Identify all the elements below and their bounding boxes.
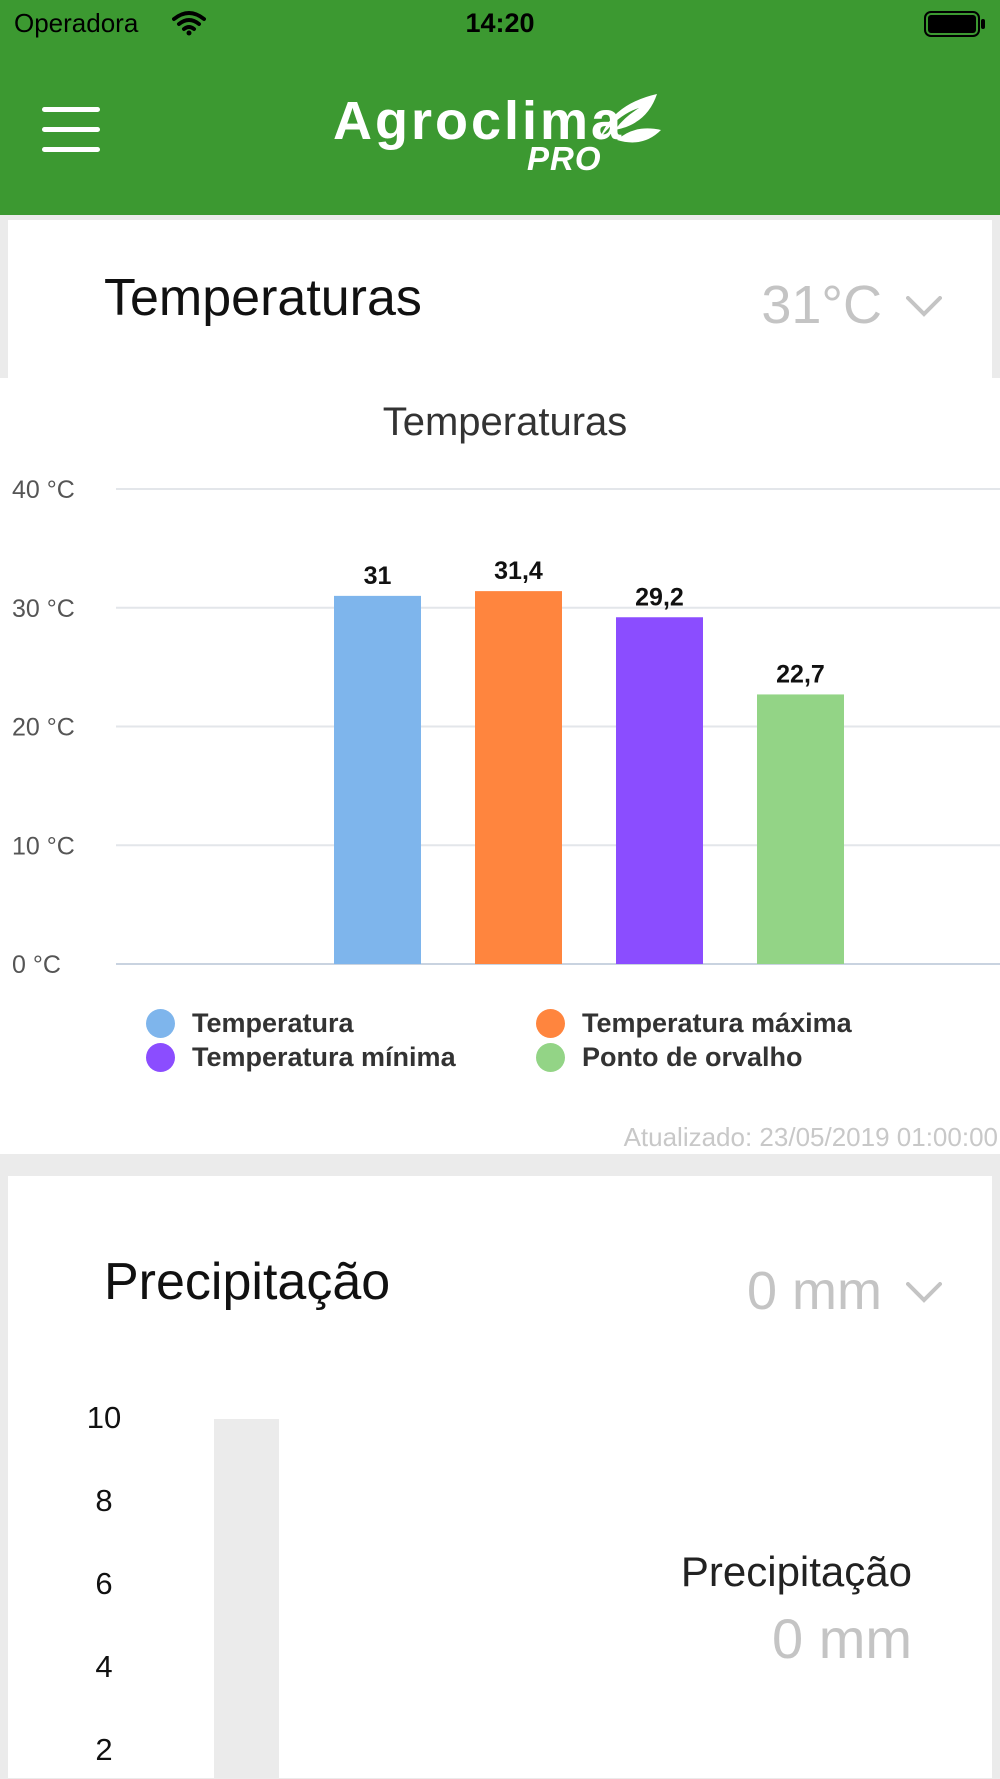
app-logo: Agroclima PRO [333, 90, 673, 200]
precipitation-card: Precipitação 0 mm 10 8 6 4 2 Precipitaçã… [8, 1176, 992, 1779]
chart-title: Temperaturas [382, 400, 628, 444]
legend-marker [536, 1009, 565, 1038]
legend-label: Temperatura máxima [582, 1008, 852, 1038]
chart-legend: Temperatura Temperatura máxima Temperatura… [146, 1008, 986, 1088]
menu-button[interactable] [40, 107, 102, 153]
precipitation-current-value: 0 mm [747, 1261, 882, 1321]
legend-label: Temperatura [192, 1008, 354, 1038]
bar-data-label: 22,7 [776, 660, 825, 688]
hamburger-icon-line [42, 127, 100, 132]
battery-icon [924, 11, 985, 37]
temperature-bar-chart: 40 °C 30 °C 20 °C 10 °C 0 °C 31 31,4 29,2 22,7 [12, 476, 1000, 979]
y-axis-tick-label: 30 °C [12, 595, 75, 623]
temperature-card-title: Temperaturas [104, 269, 422, 327]
updated-timestamp: Atualizado: 23/05/2019 01:00:00 [623, 1122, 998, 1152]
y-axis-tick: 8 [95, 1483, 113, 1518]
y-axis-tick: 6 [95, 1566, 113, 1601]
y-axis-tick: 4 [95, 1649, 113, 1684]
temperature-card-header[interactable]: Temperaturas 31°C [8, 220, 992, 378]
chart-bar[interactable] [334, 595, 421, 964]
legend-marker [146, 1043, 175, 1072]
hamburger-icon-line [42, 147, 100, 152]
y-axis-tick-label: 0 °C [12, 951, 61, 979]
chevron-down-icon[interactable] [906, 296, 942, 318]
legend-label: Temperatura mínima [192, 1042, 456, 1072]
legend-label: Ponto de orvalho [582, 1042, 803, 1072]
precipitation-gauge-bar [214, 1419, 279, 1779]
status-time: 14:20 [465, 8, 535, 38]
hamburger-icon-line [42, 107, 100, 112]
bar-data-label: 29,2 [635, 583, 684, 611]
app-header: Agroclima PRO [0, 50, 1000, 215]
y-axis-tick-label: 10 °C [12, 832, 75, 860]
temperature-chart: Temperaturas 40 °C 30 °C 20 °C 10 °C 0 °C 31 3… [0, 378, 1000, 1154]
precipitation-card-title: Precipitação [104, 1253, 391, 1311]
legend-marker [146, 1009, 175, 1038]
logo-subtitle: PRO [527, 140, 602, 177]
precipitation-gauge-label: Precipitação [680, 1548, 912, 1595]
temperature-current-value: 31°C [761, 275, 882, 335]
precipitation-card-header[interactable]: Precipitação 0 mm [8, 1176, 992, 1321]
wifi-icon [172, 11, 206, 36]
y-axis-tick-label: 40 °C [12, 476, 75, 504]
chart-bar[interactable] [616, 617, 703, 964]
logo-wordmark: Agroclima [333, 91, 625, 151]
leaf-icon [600, 94, 661, 143]
y-axis-tick: 10 [86, 1400, 122, 1435]
carrier-label: Operadora [14, 8, 139, 38]
chevron-down-icon[interactable] [906, 1282, 942, 1304]
y-axis-tick-label: 20 °C [12, 714, 75, 742]
legend-marker [536, 1043, 565, 1072]
chart-bar[interactable] [757, 694, 844, 964]
bar-data-label: 31 [364, 562, 392, 590]
chart-bar[interactable] [475, 591, 562, 964]
y-axis-tick: 2 [95, 1732, 113, 1767]
status-bar: Operadora 14:20 [0, 0, 1000, 50]
precipitation-gauge-value: 0 mm [772, 1607, 912, 1670]
bar-data-label: 31,4 [494, 557, 543, 585]
